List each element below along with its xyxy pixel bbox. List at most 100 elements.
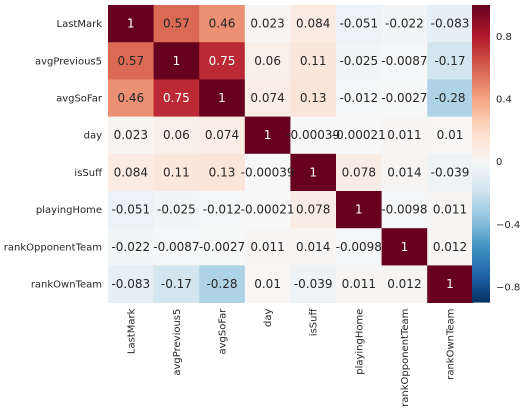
heatmap-cell-labels: 1 0.57 0.46 0.023 0.084 -0.051 -0.022 -0.083 0.5… [111,17,469,291]
heatmap-cell-avg-so-far-playing-home [336,79,382,117]
x-tick-label: LastMark [126,308,137,354]
heatmap-cell-avg-previous5-rank-opponent-team [381,42,428,80]
cell-value-label: 1 [127,17,135,31]
heatmap-cell-avg-so-far-avg-so-far [199,79,246,117]
cell-value-label: 0.11 [300,54,327,68]
heatmap-cell-rank-opponent-team-day [244,228,291,266]
heatmap-cell-rank-own-team-last-mark [108,265,154,303]
cell-value-label: 0.13 [209,165,236,179]
heatmap-cell-rank-own-team-day [244,265,291,303]
heatmap-cell-last-mark-day [244,5,291,43]
y-tick-label: avgPrevious5 [35,56,102,67]
cell-value-label: 0.011 [342,277,376,291]
cell-value-label: -0.083 [111,277,150,291]
x-tick-label: rankOwnTeam [446,309,457,380]
heatmap-cell-rank-opponent-team-rank-own-team [427,228,474,266]
cell-value-label: 0.078 [342,165,376,179]
colorbar-tick-label: 0 [496,157,502,168]
cell-value-label: 1 [446,277,454,291]
cell-value-label: -0.28 [434,91,465,105]
cell-value-label: -0.0098 [381,203,427,217]
heatmap-cell-playing-home-rank-own-team [427,191,474,229]
colorbar [472,5,490,303]
heatmap-cell-day-rank-own-team [427,116,474,155]
heatmap-cells [108,5,474,303]
y-tick-label: isSuff [74,168,103,179]
cell-value-label: 0.75 [209,54,236,68]
cell-value-label: 1 [264,128,272,142]
heatmap-cell-avg-previous5-avg-previous5 [153,42,200,80]
heatmap-cell-day-is-suff [290,116,337,155]
x-tick-label: playingHome [354,309,365,375]
cell-value-label: 0.01 [437,128,464,142]
cell-value-label: 0.012 [387,277,421,291]
cell-value-label: 0.014 [387,165,421,179]
cell-value-label: -0.022 [111,240,150,254]
cell-value-label: 1 [218,91,226,105]
heatmap-cell-rank-own-team-avg-so-far [199,265,246,303]
x-axis-tick-labels: LastMark avgPrevious5 avgSoFar day isSuff pla… [126,308,456,407]
cell-value-label: -0.012 [339,91,378,105]
heatmap-cell-last-mark-last-mark [108,5,154,43]
cell-value-label: 0.75 [163,91,190,105]
heatmap-cell-rank-opponent-team-is-suff [290,228,337,266]
heatmap-cell-last-mark-avg-so-far [199,5,246,43]
heatmap-cell-rank-opponent-team-last-mark [108,228,154,266]
heatmap-cell-rank-opponent-team-avg-so-far [199,228,246,266]
cell-value-label: 0.01 [254,277,281,291]
y-tick-label: rankOwnTeam [31,280,102,291]
cell-value-label: -0.00021 [332,128,386,142]
colorbar-tick-label: −0.4 [496,220,520,231]
heatmap-cell-last-mark-is-suff [290,5,337,43]
heatmap-cell-last-mark-rank-opponent-team [381,5,428,43]
y-tick-label: avgSoFar [56,94,103,105]
heatmap-cell-playing-home-avg-previous5 [153,191,200,229]
heatmap-cell-is-suff-rank-opponent-team [381,153,428,192]
cell-value-label: -0.00039 [241,165,295,179]
cell-value-label: -0.0098 [336,240,382,254]
heatmap-cell-playing-home-last-mark [108,191,154,229]
cell-value-label: 1 [309,165,317,179]
cell-value-label: -0.083 [431,17,470,31]
heatmap-cell-avg-so-far-last-mark [108,79,154,117]
heatmap-cell-avg-so-far-is-suff [290,79,337,117]
heatmap-cell-avg-previous5-playing-home [336,42,382,80]
heatmap-cell-is-suff-avg-so-far [199,153,246,192]
heatmap-cell-avg-so-far-day [244,79,291,117]
heatmap-cell-last-mark-playing-home [336,5,382,43]
heatmap-cell-day-last-mark [108,116,154,155]
heatmap-cell-playing-home-avg-so-far [199,191,246,229]
cell-value-label: -0.022 [385,17,424,31]
heatmap-cell-avg-so-far-avg-previous5 [153,79,200,117]
colorbar-tick-label: 0.8 [496,32,512,43]
cell-value-label: -0.039 [431,165,470,179]
colorbar-tick-label: 0.4 [496,94,512,105]
cell-value-label: 0.06 [254,54,281,68]
cell-value-label: 0.074 [205,128,239,142]
cell-value-label: -0.17 [161,277,192,291]
cell-value-label: -0.051 [111,203,150,217]
cell-value-label: 0.078 [296,203,330,217]
cell-value-label: -0.28 [206,277,237,291]
x-tick-label: isSuff [309,308,320,337]
colorbar-tick-labels: −0.8 −0.4 0 0.4 0.8 [496,32,520,294]
cell-value-label: -0.025 [339,54,378,68]
cell-value-label: 0.011 [433,203,467,217]
heatmap-cell-rank-opponent-team-rank-opponent-team [381,228,428,266]
heatmap-cell-day-avg-so-far [199,116,246,155]
cell-value-label: -0.051 [339,17,378,31]
cell-value-label: 0.57 [163,17,190,31]
cell-value-label: 0.06 [163,128,190,142]
cell-value-label: 0.014 [296,240,330,254]
cell-value-label: 0.023 [250,17,284,31]
cell-value-label: 0.46 [209,17,236,31]
heatmap-cell-avg-previous5-day [244,42,291,80]
heatmap-cell-rank-own-team-rank-own-team [427,265,474,303]
heatmap-cell-playing-home-is-suff [290,191,337,229]
cell-value-label: 1 [401,240,409,254]
cell-value-label: -0.0027 [381,91,427,105]
y-tick-label: day [84,131,102,142]
cell-value-label: 1 [355,203,363,217]
y-tick-label: playingHome [36,205,102,216]
